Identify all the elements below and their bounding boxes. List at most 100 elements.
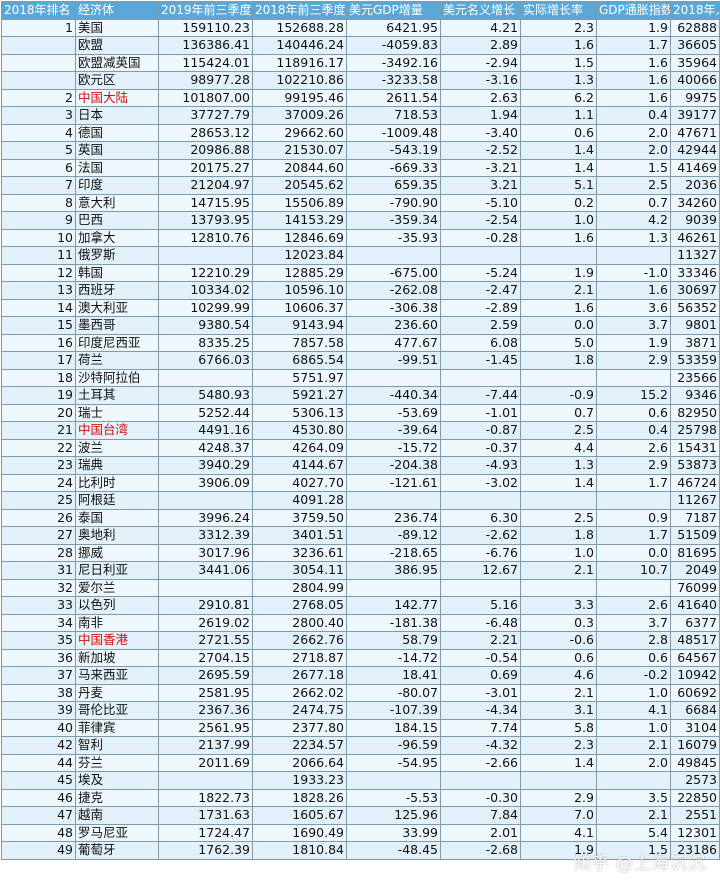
value-cell: 9801 — [670, 316, 720, 335]
value-cell: 3312.39 — [158, 526, 253, 545]
value-cell: -4.34 — [440, 701, 521, 720]
value-cell: 10596.10 — [252, 281, 347, 300]
value-cell: 3940.29 — [158, 456, 253, 475]
table-row: 45 埃及 1933.23 2573 — [1, 771, 720, 790]
economy-cell: 智利 — [75, 736, 159, 755]
value-cell: 0.2 — [520, 193, 597, 212]
value-cell — [520, 246, 597, 265]
economy-cell: 印度尼西亚 — [75, 333, 159, 352]
value-cell: 2049 — [670, 561, 720, 580]
value-cell: 477.67 — [346, 333, 441, 352]
value-cell: 5.8 — [520, 718, 597, 737]
rank-cell: 16 — [1, 333, 76, 352]
value-cell: 20545.62 — [252, 176, 347, 195]
value-cell: 101807.00 — [158, 88, 253, 107]
value-cell: -0.2 — [596, 666, 671, 685]
value-cell: -4.32 — [440, 736, 521, 755]
rank-cell: 9 — [1, 211, 76, 230]
value-cell: 23566 — [670, 368, 720, 387]
value-cell: -2.89 — [440, 298, 521, 317]
table-row: 20 瑞士 5252.44 5306.13 -53.69 -1.01 0.7 0.6 82950 — [1, 403, 720, 422]
value-cell: 4264.09 — [252, 438, 347, 457]
value-cell: 2677.18 — [252, 666, 347, 685]
value-cell: 1.0 — [596, 683, 671, 702]
value-cell: 1.4 — [520, 753, 597, 772]
value-cell — [596, 368, 671, 387]
economy-cell: 荷兰 — [75, 351, 159, 370]
economy-cell: 欧元区 — [75, 71, 159, 90]
table-body: 1 美国 159110.23 152688.28 6421.95 4.21 2.3 1.9 62… — [1, 18, 720, 860]
value-cell: 2011.69 — [158, 753, 253, 772]
value-cell: 3906.09 — [158, 473, 253, 492]
value-cell: 0.7 — [596, 193, 671, 212]
value-cell: 1.3 — [520, 456, 597, 475]
table-row: 5 英国 20986.88 21530.07 -543.19 -2.52 1.4 2.0 429… — [1, 141, 720, 160]
economy-cell: 比利时 — [75, 473, 159, 492]
table-row: 22 波兰 4248.37 4264.09 -15.72 -0.37 4.4 2.6 15431 — [1, 438, 720, 457]
value-cell: 2804.99 — [252, 578, 347, 597]
value-cell: 115424.01 — [158, 53, 253, 72]
value-cell: 2.01 — [440, 823, 521, 842]
value-cell: -675.00 — [346, 263, 441, 282]
value-cell: 5306.13 — [252, 403, 347, 422]
value-cell: 7857.58 — [252, 333, 347, 352]
economy-cell: 瑞典 — [75, 456, 159, 475]
table-row: 47 越南 1731.63 1605.67 125.96 7.84 7.0 2.1 2551 — [1, 806, 720, 825]
table-row: 6 法国 20175.27 20844.60 -669.33 -3.21 1.4 1.5 414… — [1, 158, 720, 177]
value-cell: 15506.89 — [252, 193, 347, 212]
table-row: 11 俄罗斯 12023.84 11327 — [1, 246, 720, 265]
value-cell: 1.9 — [596, 333, 671, 352]
value-cell: 2137.99 — [158, 736, 253, 755]
value-cell: 2662.02 — [252, 683, 347, 702]
value-cell: 718.53 — [346, 106, 441, 125]
rank-cell: 48 — [1, 823, 76, 842]
rank-cell: 18 — [1, 368, 76, 387]
value-cell: 1.0 — [596, 718, 671, 737]
economy-cell: 西班牙 — [75, 281, 159, 300]
value-cell: 1.9 — [520, 841, 597, 860]
value-cell: 6421.95 — [346, 18, 441, 37]
value-cell: -1.45 — [440, 351, 521, 370]
value-cell: 6766.03 — [158, 351, 253, 370]
value-cell: -99.51 — [346, 351, 441, 370]
value-cell: 98977.28 — [158, 71, 253, 90]
table-row: 31 尼日利亚 3441.06 3054.11 386.95 12.67 2.1 10.7 20… — [1, 561, 720, 580]
value-cell: 1.4 — [520, 158, 597, 177]
value-cell: 12846.69 — [252, 228, 347, 247]
value-cell: -3492.16 — [346, 53, 441, 72]
rank-cell: 4 — [1, 123, 76, 142]
value-cell — [346, 578, 441, 597]
value-cell: -3.02 — [440, 473, 521, 492]
value-cell: -54.95 — [346, 753, 441, 772]
value-cell: 140446.24 — [252, 36, 347, 55]
value-cell — [346, 771, 441, 790]
value-cell: 2.21 — [440, 631, 521, 650]
value-cell: -2.66 — [440, 753, 521, 772]
rank-cell: 22 — [1, 438, 76, 457]
value-cell: 5921.27 — [252, 386, 347, 405]
economy-cell: 加拿大 — [75, 228, 159, 247]
value-cell: 5.16 — [440, 596, 521, 615]
value-cell: 33346 — [670, 263, 720, 282]
table-row: 34 南非 2619.02 2800.40 -181.38 -6.48 0.3 3.7 6377 — [1, 613, 720, 632]
value-cell: 1.94 — [440, 106, 521, 125]
value-cell: -96.59 — [346, 736, 441, 755]
value-cell: 37009.26 — [252, 106, 347, 125]
value-cell: 41469 — [670, 158, 720, 177]
value-cell: 10299.99 — [158, 298, 253, 317]
table-row: 25 阿根廷 4091.28 11267 — [1, 491, 720, 510]
rank-cell: 12 — [1, 263, 76, 282]
value-cell: 5.1 — [520, 176, 597, 195]
value-cell: 53359 — [670, 351, 720, 370]
value-cell: -0.9 — [520, 386, 597, 405]
value-cell: 7.74 — [440, 718, 521, 737]
value-cell: 5751.97 — [252, 368, 347, 387]
value-cell: -2.47 — [440, 281, 521, 300]
value-cell: 39177 — [670, 106, 720, 125]
value-cell: 12.67 — [440, 561, 521, 580]
rank-cell: 38 — [1, 683, 76, 702]
table-row: 18 沙特阿拉伯 5751.97 23566 — [1, 368, 720, 387]
value-cell: 2.3 — [520, 18, 597, 37]
value-cell: 102210.86 — [252, 71, 347, 90]
value-cell: 3996.24 — [158, 508, 253, 527]
